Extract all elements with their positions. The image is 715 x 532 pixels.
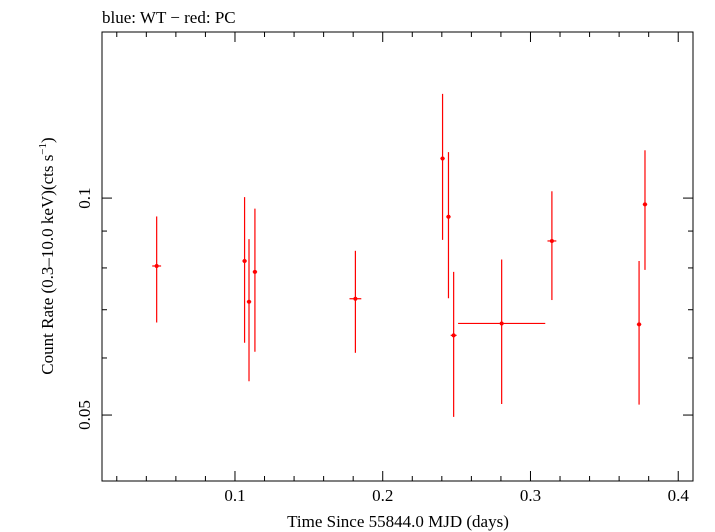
y-tick-label: 0.1 <box>75 187 94 208</box>
data-point <box>152 216 162 323</box>
x-axis-label: Time Since 55844.0 MJD (days) <box>287 512 509 531</box>
point-marker <box>353 296 358 301</box>
x-tick-label: 0.2 <box>372 486 393 505</box>
point-marker <box>252 269 257 274</box>
point-marker <box>440 156 445 161</box>
data-point <box>446 152 451 299</box>
x-tick-label: 0.1 <box>224 486 245 505</box>
axis-ticks: 0.1 0.2 0.3 0.4 0.05 0.1 <box>75 32 693 505</box>
y-axis-label: Count Rate (0.3–10.0 keV)(cts s−1) <box>37 137 57 374</box>
x-tick-label: 0.3 <box>520 486 541 505</box>
data-point <box>440 93 445 240</box>
point-marker <box>451 333 456 338</box>
data-point <box>547 191 557 301</box>
data-point <box>636 260 642 405</box>
y-axis-label-sup: −1 <box>37 143 49 155</box>
plot-frame <box>101 31 694 482</box>
x-tick-label: 0.4 <box>668 486 690 505</box>
point-marker <box>642 202 647 207</box>
data-point <box>450 271 457 417</box>
y-tick-label: 0.05 <box>75 400 94 430</box>
point-marker <box>549 238 554 243</box>
y-axis-label-end: ) <box>38 137 57 143</box>
chart-title: blue: WT − red: PC <box>102 8 236 27</box>
data-point <box>252 208 258 352</box>
data-point <box>246 239 252 382</box>
data-points <box>152 93 648 417</box>
data-point <box>642 150 648 270</box>
point-marker <box>154 263 159 268</box>
point-marker <box>247 299 252 304</box>
data-point <box>458 259 546 404</box>
point-marker <box>446 214 451 219</box>
data-point <box>349 250 362 353</box>
point-marker <box>242 258 247 263</box>
point-marker <box>637 322 642 327</box>
point-marker <box>499 321 504 326</box>
data-point <box>242 197 247 343</box>
y-axis-label-main: Count Rate (0.3–10.0 keV)(cts s <box>38 155 57 375</box>
